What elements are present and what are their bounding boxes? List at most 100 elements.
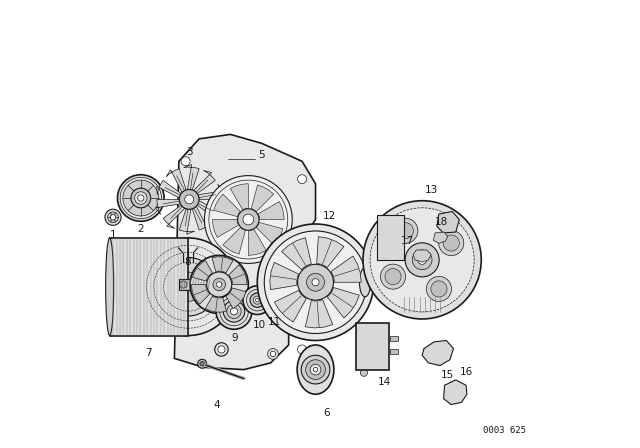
Circle shape bbox=[223, 301, 244, 322]
Circle shape bbox=[227, 304, 241, 319]
Polygon shape bbox=[179, 209, 195, 234]
Circle shape bbox=[218, 346, 225, 353]
Circle shape bbox=[179, 190, 199, 209]
Circle shape bbox=[213, 278, 225, 291]
Circle shape bbox=[237, 209, 259, 230]
Polygon shape bbox=[166, 169, 186, 193]
Circle shape bbox=[381, 264, 406, 289]
Circle shape bbox=[264, 290, 284, 310]
Polygon shape bbox=[223, 228, 245, 254]
Circle shape bbox=[360, 369, 367, 376]
Circle shape bbox=[215, 343, 228, 356]
Circle shape bbox=[216, 293, 252, 329]
Polygon shape bbox=[193, 170, 215, 194]
Circle shape bbox=[298, 175, 307, 184]
Text: 14: 14 bbox=[378, 377, 390, 387]
Polygon shape bbox=[270, 263, 299, 289]
Circle shape bbox=[110, 215, 116, 220]
Circle shape bbox=[123, 180, 159, 216]
Circle shape bbox=[255, 298, 259, 302]
Circle shape bbox=[314, 367, 317, 372]
Circle shape bbox=[118, 175, 164, 221]
Polygon shape bbox=[433, 232, 448, 243]
Text: 9: 9 bbox=[232, 333, 238, 343]
Polygon shape bbox=[331, 256, 361, 282]
Text: 2: 2 bbox=[138, 224, 144, 234]
Bar bbox=[390, 336, 398, 341]
Polygon shape bbox=[198, 184, 223, 199]
Circle shape bbox=[438, 230, 464, 256]
Text: 11: 11 bbox=[268, 317, 281, 327]
Circle shape bbox=[298, 264, 333, 300]
Circle shape bbox=[370, 208, 474, 312]
Circle shape bbox=[120, 177, 161, 219]
Bar bbox=[390, 349, 398, 354]
Polygon shape bbox=[157, 181, 181, 198]
Text: 0003 625: 0003 625 bbox=[483, 426, 526, 435]
Circle shape bbox=[198, 359, 207, 368]
Circle shape bbox=[268, 294, 280, 306]
Polygon shape bbox=[174, 134, 316, 370]
Polygon shape bbox=[184, 164, 199, 190]
Circle shape bbox=[443, 235, 460, 251]
Circle shape bbox=[190, 255, 248, 314]
Circle shape bbox=[270, 351, 276, 357]
Text: 13: 13 bbox=[424, 185, 438, 195]
Circle shape bbox=[207, 272, 232, 297]
Circle shape bbox=[180, 281, 187, 288]
Polygon shape bbox=[282, 238, 311, 270]
Text: 7: 7 bbox=[145, 348, 151, 358]
Polygon shape bbox=[275, 290, 307, 322]
Circle shape bbox=[159, 258, 218, 316]
Circle shape bbox=[298, 345, 307, 354]
Circle shape bbox=[431, 281, 447, 297]
Circle shape bbox=[412, 250, 432, 270]
Polygon shape bbox=[191, 284, 210, 304]
Text: 15: 15 bbox=[441, 370, 454, 380]
Circle shape bbox=[307, 273, 324, 291]
Bar bbox=[109, 238, 188, 336]
Ellipse shape bbox=[297, 345, 334, 394]
Polygon shape bbox=[248, 229, 266, 255]
Circle shape bbox=[138, 195, 144, 201]
Text: 10: 10 bbox=[253, 320, 266, 330]
Circle shape bbox=[418, 255, 427, 264]
Polygon shape bbox=[258, 202, 284, 220]
Circle shape bbox=[216, 282, 222, 287]
Bar bbox=[356, 323, 389, 370]
Text: 12: 12 bbox=[323, 211, 335, 221]
Circle shape bbox=[312, 279, 319, 286]
Polygon shape bbox=[212, 257, 233, 273]
Circle shape bbox=[456, 389, 460, 393]
Circle shape bbox=[108, 212, 118, 223]
Circle shape bbox=[435, 346, 444, 355]
Polygon shape bbox=[317, 237, 344, 267]
Polygon shape bbox=[327, 288, 359, 318]
Bar bbox=[179, 279, 212, 290]
Polygon shape bbox=[163, 205, 185, 228]
Circle shape bbox=[405, 243, 439, 277]
Circle shape bbox=[243, 286, 271, 314]
Circle shape bbox=[250, 293, 264, 307]
Circle shape bbox=[301, 355, 330, 384]
Circle shape bbox=[306, 360, 325, 379]
Text: 8: 8 bbox=[184, 257, 191, 267]
Ellipse shape bbox=[106, 238, 114, 336]
Circle shape bbox=[264, 231, 367, 333]
Circle shape bbox=[230, 308, 237, 315]
Circle shape bbox=[185, 195, 194, 204]
Polygon shape bbox=[413, 250, 431, 262]
Circle shape bbox=[173, 272, 203, 302]
Polygon shape bbox=[205, 296, 227, 312]
Polygon shape bbox=[197, 201, 221, 218]
Text: 3: 3 bbox=[186, 147, 193, 157]
Polygon shape bbox=[226, 288, 246, 309]
Circle shape bbox=[257, 224, 374, 340]
Text: 5: 5 bbox=[259, 150, 265, 159]
Circle shape bbox=[268, 349, 278, 359]
Circle shape bbox=[140, 238, 237, 336]
Polygon shape bbox=[214, 194, 241, 217]
Circle shape bbox=[204, 176, 292, 263]
Circle shape bbox=[397, 223, 413, 239]
Polygon shape bbox=[252, 185, 274, 211]
